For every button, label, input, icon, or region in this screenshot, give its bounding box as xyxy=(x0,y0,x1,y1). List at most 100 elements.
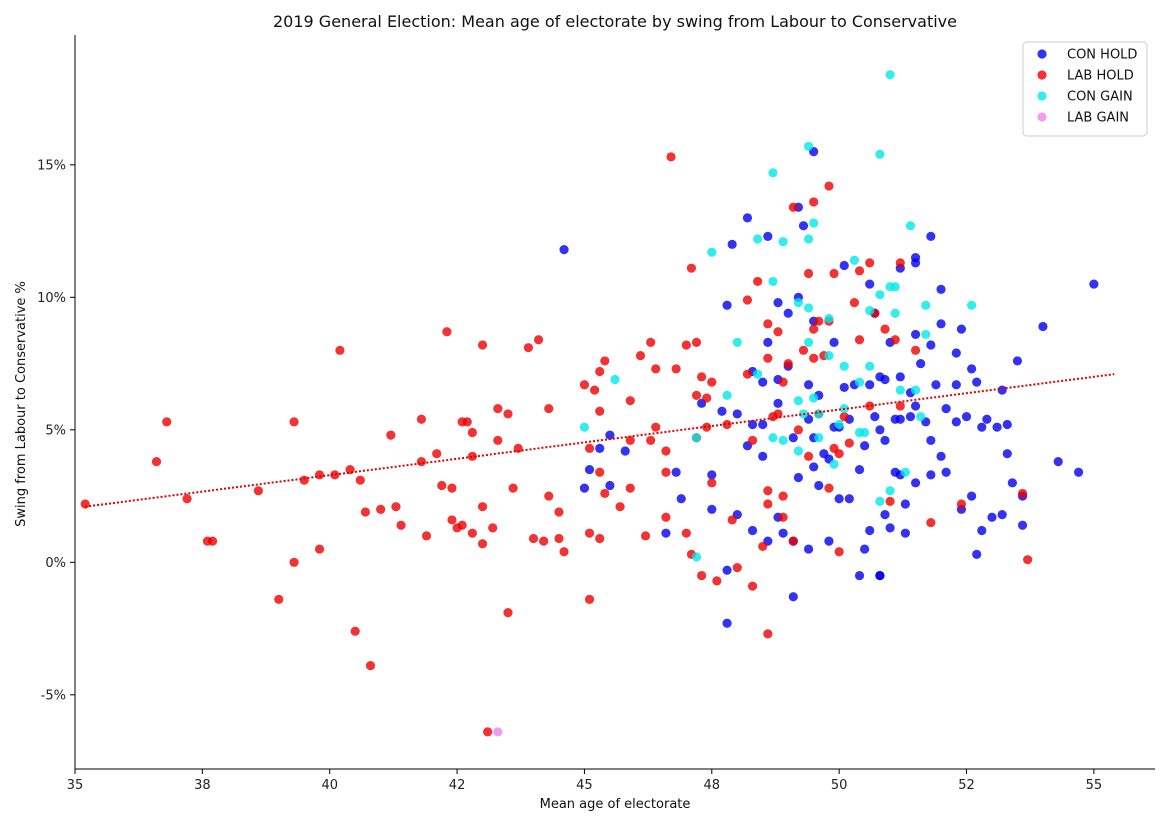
data-point xyxy=(747,435,758,446)
data-point xyxy=(834,419,844,430)
data-point xyxy=(691,433,702,443)
data-point xyxy=(554,507,564,517)
x-tick-label: 35 xyxy=(67,778,84,793)
data-point xyxy=(416,414,427,424)
legend-marker xyxy=(1037,112,1047,122)
data-point xyxy=(916,411,926,422)
data-point xyxy=(773,398,783,408)
data-point xyxy=(707,377,717,387)
data-point xyxy=(360,507,370,517)
data-point xyxy=(477,340,488,350)
trendline xyxy=(85,373,1115,508)
data-point xyxy=(747,419,758,430)
data-point xyxy=(809,324,819,334)
data-point xyxy=(793,298,803,308)
data-point xyxy=(722,618,732,628)
data-point xyxy=(758,419,768,430)
data-point xyxy=(951,348,961,358)
data-point xyxy=(895,372,905,382)
data-point xyxy=(921,300,931,310)
data-point xyxy=(595,366,605,377)
data-point xyxy=(396,520,406,530)
x-tick-label: 52 xyxy=(958,778,975,793)
data-point xyxy=(788,536,798,546)
data-point xyxy=(661,512,671,522)
data-point xyxy=(854,377,865,387)
legend-label: CON HOLD xyxy=(1067,48,1137,63)
data-point xyxy=(447,515,457,525)
data-point xyxy=(508,483,518,493)
data-point xyxy=(936,451,946,461)
data-point xyxy=(834,494,844,504)
data-point xyxy=(885,496,895,506)
data-point xyxy=(253,486,263,496)
data-point xyxy=(926,231,936,241)
data-point xyxy=(773,298,783,308)
data-point xyxy=(967,300,977,310)
data-point xyxy=(600,356,610,366)
data-point xyxy=(646,337,656,347)
data-point xyxy=(875,496,885,506)
data-point xyxy=(579,483,590,493)
data-point xyxy=(941,467,951,477)
data-point xyxy=(839,382,849,393)
data-point xyxy=(747,525,758,536)
data-point xyxy=(783,308,793,318)
y-tick-label: 5% xyxy=(45,423,66,438)
data-point xyxy=(661,528,671,538)
legend-marker xyxy=(1037,70,1047,80)
data-point xyxy=(834,449,844,459)
data-point xyxy=(640,531,651,541)
data-point xyxy=(875,290,885,300)
data-point xyxy=(885,486,895,496)
data-point xyxy=(758,541,768,552)
data-point xyxy=(1073,467,1084,477)
data-point xyxy=(477,502,488,512)
data-point xyxy=(880,510,890,520)
y-axis-title: Swing from Labour to Conservative % xyxy=(14,281,29,527)
data-point xyxy=(793,446,803,456)
data-point xyxy=(681,340,691,350)
data-point xyxy=(365,661,376,671)
trendline-layer xyxy=(85,373,1115,508)
data-point xyxy=(697,570,707,581)
data-point xyxy=(595,467,605,477)
data-point xyxy=(778,491,788,501)
data-point xyxy=(722,390,732,400)
data-point xyxy=(967,364,977,374)
data-points xyxy=(80,70,1099,737)
data-point xyxy=(727,239,737,249)
data-point xyxy=(493,727,503,737)
data-point xyxy=(707,247,717,257)
data-point xyxy=(910,385,921,395)
data-point xyxy=(778,435,788,446)
data-point xyxy=(768,276,778,287)
data-point xyxy=(646,435,656,446)
data-point xyxy=(467,451,477,461)
data-point xyxy=(1053,457,1063,467)
legend: CON HOLD LAB HOLD CON GAIN LAB GAIN xyxy=(1022,41,1148,137)
data-point xyxy=(931,380,941,390)
data-point xyxy=(732,409,742,419)
data-point xyxy=(921,329,931,340)
data-point xyxy=(951,380,961,390)
x-tick-label: 42 xyxy=(449,778,466,793)
legend-label: LAB HOLD xyxy=(1067,69,1134,84)
data-point xyxy=(895,258,905,268)
data-point xyxy=(707,470,717,480)
data-point xyxy=(926,517,936,528)
data-point xyxy=(793,472,803,483)
data-point xyxy=(595,533,605,544)
data-point xyxy=(824,536,834,546)
data-point xyxy=(584,464,595,475)
data-point xyxy=(814,409,824,419)
data-point xyxy=(742,295,753,305)
data-point xyxy=(778,528,788,538)
data-point xyxy=(895,401,905,411)
data-point xyxy=(697,372,707,382)
data-point xyxy=(661,467,671,477)
data-point xyxy=(926,435,936,446)
data-point xyxy=(768,168,778,178)
data-point xyxy=(625,396,635,406)
